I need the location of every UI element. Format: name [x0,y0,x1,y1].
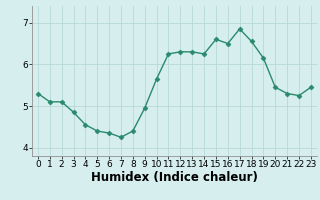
X-axis label: Humidex (Indice chaleur): Humidex (Indice chaleur) [91,171,258,184]
